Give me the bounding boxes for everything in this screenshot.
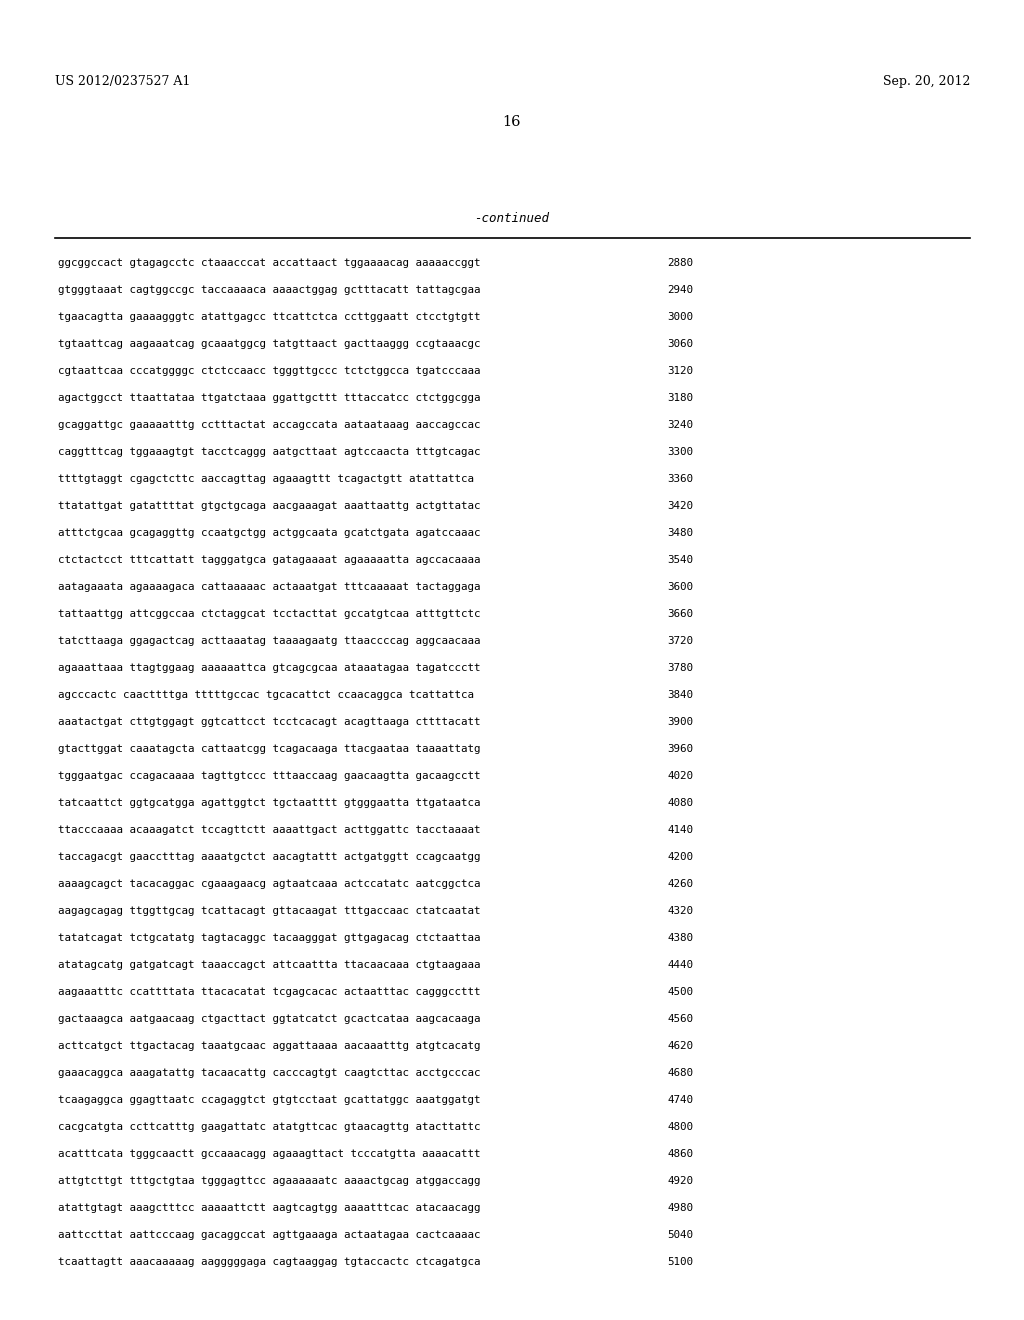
Text: 5100: 5100 [667, 1257, 693, 1267]
Text: 3420: 3420 [667, 502, 693, 511]
Text: 4440: 4440 [667, 960, 693, 970]
Text: tatatcagat tctgcatatg tagtacaggc tacaagggat gttgagacag ctctaattaa: tatatcagat tctgcatatg tagtacaggc tacaagg… [58, 933, 480, 942]
Text: ttatattgat gatattttat gtgctgcaga aacgaaagat aaattaattg actgttatac: ttatattgat gatattttat gtgctgcaga aacgaaa… [58, 502, 480, 511]
Text: 4740: 4740 [667, 1096, 693, 1105]
Text: US 2012/0237527 A1: US 2012/0237527 A1 [55, 75, 190, 88]
Text: 4620: 4620 [667, 1041, 693, 1051]
Text: taccagacgt gaacctttag aaaatgctct aacagtattt actgatggtt ccagcaatgg: taccagacgt gaacctttag aaaatgctct aacagta… [58, 851, 480, 862]
Text: 2940: 2940 [667, 285, 693, 294]
Text: ttttgtaggt cgagctcttc aaccagttag agaaagttt tcagactgtt atattattca: ttttgtaggt cgagctcttc aaccagttag agaaagt… [58, 474, 474, 484]
Text: caggtttcag tggaaagtgt tacctcaggg aatgcttaat agtccaacta tttgtcagac: caggtttcag tggaaagtgt tacctcaggg aatgctt… [58, 447, 480, 457]
Text: aattccttat aattcccaag gacaggccat agttgaaaga actaatagaa cactcaaaac: aattccttat aattcccaag gacaggccat agttgaa… [58, 1230, 480, 1239]
Text: 4680: 4680 [667, 1068, 693, 1078]
Text: 3000: 3000 [667, 312, 693, 322]
Text: gtgggtaaat cagtggccgc taccaaaaca aaaactggag gctttacatt tattagcgaa: gtgggtaaat cagtggccgc taccaaaaca aaaactg… [58, 285, 480, 294]
Text: 16: 16 [503, 115, 521, 129]
Text: tattaattgg attcggccaa ctctaggcat tcctacttat gccatgtcaa atttgttctc: tattaattgg attcggccaa ctctaggcat tcctact… [58, 609, 480, 619]
Text: Sep. 20, 2012: Sep. 20, 2012 [883, 75, 970, 88]
Text: tgggaatgac ccagacaaaa tagttgtccc tttaaccaag gaacaagtta gacaagcctt: tgggaatgac ccagacaaaa tagttgtccc tttaacc… [58, 771, 480, 781]
Text: gaaacaggca aaagatattg tacaacattg cacccagtgt caagtcttac acctgcccac: gaaacaggca aaagatattg tacaacattg cacccag… [58, 1068, 480, 1078]
Text: ttacccaaaa acaaagatct tccagttctt aaaattgact acttggattc tacctaaaat: ttacccaaaa acaaagatct tccagttctt aaaattg… [58, 825, 480, 836]
Text: aagagcagag ttggttgcag tcattacagt gttacaagat tttgaccaac ctatcaatat: aagagcagag ttggttgcag tcattacagt gttacaa… [58, 906, 480, 916]
Text: 4380: 4380 [667, 933, 693, 942]
Text: atttctgcaa gcagaggttg ccaatgctgg actggcaata gcatctgata agatccaaac: atttctgcaa gcagaggttg ccaatgctgg actggca… [58, 528, 480, 539]
Text: 3060: 3060 [667, 339, 693, 348]
Text: agcccactc caacttttga tttttgccac tgcacattct ccaacaggca tcattattca: agcccactc caacttttga tttttgccac tgcacatt… [58, 690, 474, 700]
Text: gtacttggat caaatagcta cattaatcgg tcagacaaga ttacgaataa taaaattatg: gtacttggat caaatagcta cattaatcgg tcagaca… [58, 744, 480, 754]
Text: 5040: 5040 [667, 1230, 693, 1239]
Text: atattgtagt aaagctttcc aaaaattctt aagtcagtgg aaaatttcac atacaacagg: atattgtagt aaagctttcc aaaaattctt aagtcag… [58, 1203, 480, 1213]
Text: tatcaattct ggtgcatgga agattggtct tgctaatttt gtgggaatta ttgataatca: tatcaattct ggtgcatgga agattggtct tgctaat… [58, 799, 480, 808]
Text: aatagaaata agaaaagaca cattaaaaac actaaatgat tttcaaaaat tactaggaga: aatagaaata agaaaagaca cattaaaaac actaaat… [58, 582, 480, 591]
Text: cgtaattcaa cccatggggc ctctccaacc tgggttgccc tctctggcca tgatcccaaa: cgtaattcaa cccatggggc ctctccaacc tgggttg… [58, 366, 480, 376]
Text: 3360: 3360 [667, 474, 693, 484]
Text: cacgcatgta ccttcatttg gaagattatc atatgttcac gtaacagttg atacttattc: cacgcatgta ccttcatttg gaagattatc atatgtt… [58, 1122, 480, 1133]
Text: agaaattaaa ttagtggaag aaaaaattca gtcagcgcaa ataaatagaa tagatccctt: agaaattaaa ttagtggaag aaaaaattca gtcagcg… [58, 663, 480, 673]
Text: agactggcct ttaattataa ttgatctaaa ggattgcttt tttaccatcc ctctggcgga: agactggcct ttaattataa ttgatctaaa ggattgc… [58, 393, 480, 403]
Text: attgtcttgt tttgctgtaa tgggagttcc agaaaaaatc aaaactgcag atggaccagg: attgtcttgt tttgctgtaa tgggagttcc agaaaaa… [58, 1176, 480, 1185]
Text: gcaggattgc gaaaaatttg cctttactat accagccata aataataaag aaccagccac: gcaggattgc gaaaaatttg cctttactat accagcc… [58, 420, 480, 430]
Text: 3180: 3180 [667, 393, 693, 403]
Text: 3540: 3540 [667, 554, 693, 565]
Text: ctctactcct tttcattatt tagggatgca gatagaaaat agaaaaatta agccacaaaa: ctctactcct tttcattatt tagggatgca gatagaa… [58, 554, 480, 565]
Text: tgaacagtta gaaaagggtc atattgagcc ttcattctca ccttggaatt ctcctgtgtt: tgaacagtta gaaaagggtc atattgagcc ttcattc… [58, 312, 480, 322]
Text: 3120: 3120 [667, 366, 693, 376]
Text: 3720: 3720 [667, 636, 693, 645]
Text: 4920: 4920 [667, 1176, 693, 1185]
Text: 3480: 3480 [667, 528, 693, 539]
Text: ggcggccact gtagagcctc ctaaacccat accattaact tggaaaacag aaaaaccggt: ggcggccact gtagagcctc ctaaacccat accatta… [58, 257, 480, 268]
Text: tcaattagtt aaacaaaaag aagggggaga cagtaaggag tgtaccactc ctcagatgca: tcaattagtt aaacaaaaag aagggggaga cagtaag… [58, 1257, 480, 1267]
Text: 4260: 4260 [667, 879, 693, 888]
Text: aaaagcagct tacacaggac cgaaagaacg agtaatcaaa actccatatc aatcggctca: aaaagcagct tacacaggac cgaaagaacg agtaatc… [58, 879, 480, 888]
Text: 3600: 3600 [667, 582, 693, 591]
Text: 4800: 4800 [667, 1122, 693, 1133]
Text: 4980: 4980 [667, 1203, 693, 1213]
Text: 3780: 3780 [667, 663, 693, 673]
Text: tgtaattcag aagaaatcag gcaaatggcg tatgttaact gacttaaggg ccgtaaacgc: tgtaattcag aagaaatcag gcaaatggcg tatgtta… [58, 339, 480, 348]
Text: 4860: 4860 [667, 1148, 693, 1159]
Text: 4560: 4560 [667, 1014, 693, 1024]
Text: 4080: 4080 [667, 799, 693, 808]
Text: 4500: 4500 [667, 987, 693, 997]
Text: tatcttaaga ggagactcag acttaaatag taaaagaatg ttaaccccag aggcaacaaa: tatcttaaga ggagactcag acttaaatag taaaaga… [58, 636, 480, 645]
Text: gactaaagca aatgaacaag ctgacttact ggtatcatct gcactcataa aagcacaaga: gactaaagca aatgaacaag ctgacttact ggtatca… [58, 1014, 480, 1024]
Text: acttcatgct ttgactacag taaatgcaac aggattaaaa aacaaatttg atgtcacatg: acttcatgct ttgactacag taaatgcaac aggatta… [58, 1041, 480, 1051]
Text: acatttcata tgggcaactt gccaaacagg agaaagttact tcccatgtta aaaacattt: acatttcata tgggcaactt gccaaacagg agaaagt… [58, 1148, 480, 1159]
Text: atatagcatg gatgatcagt taaaccagct attcaattta ttacaacaaa ctgtaagaaa: atatagcatg gatgatcagt taaaccagct attcaat… [58, 960, 480, 970]
Text: 3840: 3840 [667, 690, 693, 700]
Text: tcaagaggca ggagttaatc ccagaggtct gtgtcctaat gcattatggc aaatggatgt: tcaagaggca ggagttaatc ccagaggtct gtgtcct… [58, 1096, 480, 1105]
Text: 4140: 4140 [667, 825, 693, 836]
Text: 3900: 3900 [667, 717, 693, 727]
Text: 4020: 4020 [667, 771, 693, 781]
Text: 4200: 4200 [667, 851, 693, 862]
Text: 3300: 3300 [667, 447, 693, 457]
Text: 4320: 4320 [667, 906, 693, 916]
Text: 3240: 3240 [667, 420, 693, 430]
Text: 3960: 3960 [667, 744, 693, 754]
Text: -continued: -continued [474, 213, 550, 224]
Text: 2880: 2880 [667, 257, 693, 268]
Text: 3660: 3660 [667, 609, 693, 619]
Text: aagaaatttc ccattttata ttacacatat tcgagcacac actaatttac cagggccttt: aagaaatttc ccattttata ttacacatat tcgagca… [58, 987, 480, 997]
Text: aaatactgat cttgtggagt ggtcattcct tcctcacagt acagttaaga cttttacatt: aaatactgat cttgtggagt ggtcattcct tcctcac… [58, 717, 480, 727]
